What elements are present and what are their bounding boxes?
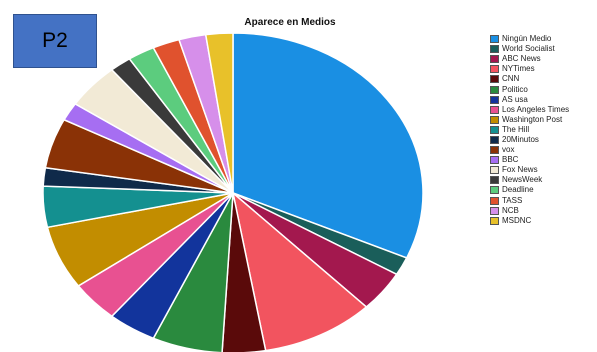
legend-label: Fox News	[502, 165, 538, 175]
pie-slice	[232, 32, 424, 259]
legend-item: The Hill	[490, 125, 569, 135]
legend-item: BBC	[490, 155, 569, 165]
legend-swatch	[490, 95, 499, 104]
legend-swatch	[490, 146, 499, 155]
legend-item: NYTimes	[490, 64, 569, 74]
legend-item: ABC News	[490, 54, 569, 64]
legend-swatch	[490, 45, 499, 54]
legend-item: NCB	[490, 206, 569, 216]
pie-slice	[231, 191, 368, 352]
pie-slice	[204, 32, 234, 194]
legend-swatch	[490, 115, 499, 124]
legend-label: NYTimes	[502, 64, 535, 74]
legend-swatch	[490, 55, 499, 64]
legend-item: CNN	[490, 74, 569, 84]
legend-label: CNN	[502, 74, 520, 84]
legend-swatch	[490, 135, 499, 144]
legend-item: NewsWeek	[490, 175, 569, 185]
legend-label: Los Angeles Times	[502, 104, 570, 114]
legend-item: TASS	[490, 196, 569, 206]
legend-label: World Socialist	[502, 44, 555, 54]
legend-label: vox	[502, 145, 515, 155]
legend-item: vox	[490, 145, 569, 155]
legend-item: Los Angeles Times	[490, 105, 569, 115]
legend-swatch	[490, 216, 499, 225]
legend-label: MSDNC	[502, 215, 532, 225]
legend-swatch	[490, 176, 499, 185]
legend-label: AS usa	[502, 94, 528, 104]
legend-swatch	[490, 186, 499, 195]
legend-label: 20Minutos	[502, 134, 539, 144]
legend-item: Fox News	[490, 165, 569, 175]
legend-label: Washington Post	[502, 114, 563, 124]
legend-label: ABC News	[502, 54, 541, 64]
legend-swatch	[490, 206, 499, 215]
legend-item: MSDNC	[490, 216, 569, 226]
legend-label: BBC	[502, 155, 519, 165]
legend-item: 20Minutos	[490, 135, 569, 145]
legend-swatch	[490, 166, 499, 175]
legend-swatch	[490, 65, 499, 74]
legend-item: Washington Post	[490, 115, 569, 125]
legend-swatch	[490, 75, 499, 84]
legend-label: Ningún Medio	[502, 34, 552, 44]
legend-swatch	[490, 196, 499, 205]
legend-label: Politico	[502, 84, 528, 94]
legend-label: NCB	[502, 205, 519, 215]
legend-item: World Socialist	[490, 44, 569, 54]
legend-swatch	[490, 105, 499, 114]
pie-slice	[221, 192, 267, 352]
chart-title: Aparece en Medios	[244, 17, 336, 28]
slide-label-badge: P2	[13, 14, 97, 68]
chart-legend: Ningún Medio World Socialist ABC News NYTim…	[490, 34, 569, 226]
legend-label: TASS	[502, 195, 523, 205]
legend-item: AS usa	[490, 95, 569, 105]
legend-swatch	[490, 85, 499, 94]
legend-label: NewsWeek	[502, 175, 543, 185]
legend-swatch	[490, 125, 499, 134]
legend-swatch	[490, 35, 499, 44]
legend-item: Deadline	[490, 185, 569, 195]
legend-item: Politico	[490, 84, 569, 94]
legend-label: The Hill	[502, 124, 530, 134]
legend-swatch	[490, 156, 499, 165]
legend-item: Ningún Medio	[490, 34, 569, 44]
legend-label: Deadline	[502, 185, 534, 195]
